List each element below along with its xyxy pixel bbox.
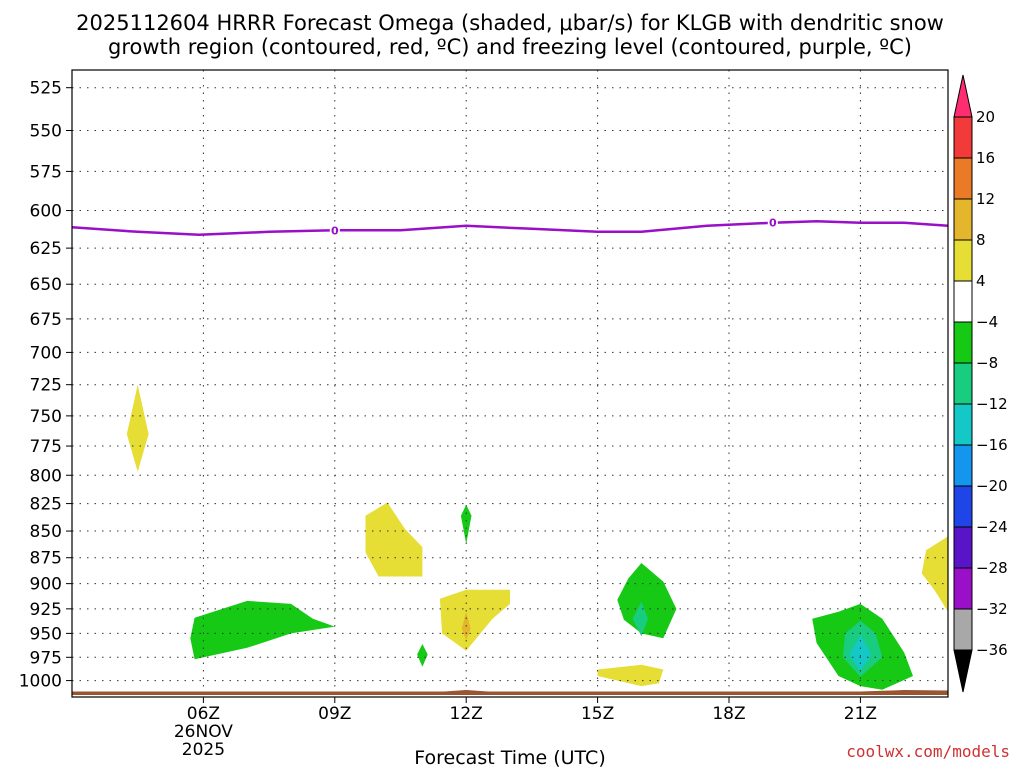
colorbar-bottom-arrow — [953, 649, 973, 693]
colorbar-bin-7 — [953, 362, 973, 405]
y-tick-label-775: 775 — [30, 437, 62, 457]
omega-region-10 — [617, 563, 677, 639]
omega-region-14 — [849, 635, 872, 672]
colorbar-bin-11 — [953, 526, 973, 569]
omega-region-1 — [126, 384, 149, 472]
colorbar-label-8: −12 — [976, 395, 1008, 413]
omega-region-4 — [597, 664, 664, 687]
y-tick-label-700: 700 — [30, 343, 62, 363]
freezing-level-label-1: 0 — [331, 224, 339, 237]
freezing-level-line — [71, 219, 949, 237]
colorbar-bin-8 — [953, 403, 973, 446]
colorbar-bin-5 — [953, 280, 973, 323]
colorbar-bin-4 — [953, 239, 973, 282]
colorbar-bin-12 — [953, 567, 973, 610]
colorbar-bin-3 — [953, 198, 973, 241]
colorbar-label-10: −20 — [976, 477, 1008, 495]
y-tick-label-825: 825 — [30, 495, 62, 515]
omega-region-12 — [632, 601, 648, 637]
colorbar-bin-9 — [953, 444, 973, 487]
colorbar-label-9: −16 — [976, 436, 1008, 454]
colorbar-label-1: 20 — [976, 108, 995, 126]
plot-frame — [71, 69, 949, 698]
x-axis-label: Forecast Time (UTC) — [414, 747, 605, 768]
y-tick-label-525: 525 — [30, 79, 62, 99]
colorbar-label-7: −8 — [976, 354, 998, 372]
y-tick-label-675: 675 — [30, 310, 62, 330]
colorbar-label-3: 12 — [976, 190, 995, 208]
colorbar-label-11: −24 — [976, 518, 1008, 536]
omega-region-9 — [417, 644, 428, 667]
freezing-label-bg-2 — [767, 215, 778, 230]
colorbar-top-arrow — [953, 74, 973, 118]
source-credit: coolwx.com/models — [846, 742, 1010, 761]
y-tick-label-850: 850 — [30, 522, 62, 542]
chart-title-line-2: growth region (contoured, red, ºC) and f… — [108, 35, 912, 59]
y-tick-label-975: 975 — [30, 648, 62, 668]
freezing-level-contour: 00 — [71, 215, 949, 238]
omega-colorbar: 20 16 12 8 4 −4 −8 −12 −16 −20 −24 −28 −32 −36 — [953, 74, 1008, 693]
colorbar-label-13: −32 — [976, 600, 1008, 618]
y-tick-label-600: 600 — [30, 202, 62, 222]
y-tick-label-725: 725 — [30, 376, 62, 396]
omega-region-8 — [460, 504, 472, 544]
x-tick-date: 26NOV — [174, 722, 233, 742]
omega-region-7 — [190, 600, 335, 660]
y-tick-label-900: 900 — [30, 575, 62, 595]
y-tick-label-750: 750 — [30, 407, 62, 427]
colorbar-bin-6 — [953, 321, 973, 364]
omega-region-3 — [439, 589, 510, 651]
colorbar-bin-13 — [953, 608, 973, 651]
terrain-fill — [72, 690, 948, 695]
x-tick-label-06Z: 06Z — [187, 704, 220, 724]
x-tick-label-18Z: 18Z — [712, 704, 745, 724]
x-tick-label-12Z: 12Z — [450, 704, 483, 724]
chart-title-line-1: 2025112604 HRRR Forecast Omega (shaded, … — [76, 11, 944, 35]
y-axis-pressure: 525 550 575 600 625 650 675 700 725 750 775 800 825 8… — [19, 79, 72, 692]
omega-region-5 — [921, 536, 948, 612]
terrain-layer — [72, 690, 948, 695]
y-tick-label-875: 875 — [30, 549, 62, 569]
y-tick-label-575: 575 — [30, 162, 62, 182]
colorbar-label-6: −4 — [976, 313, 998, 331]
colorbar-label-5: 4 — [976, 272, 986, 290]
colorbar-label-12: −28 — [976, 559, 1008, 577]
colorbar-bin-10 — [953, 485, 973, 528]
x-tick-year: 2025 — [182, 740, 225, 760]
plot-area: 00 — [71, 69, 949, 698]
freezing-level-label-2: 0 — [769, 217, 777, 230]
x-tick-label-15Z: 15Z — [581, 704, 614, 724]
x-tick-label-09Z: 09Z — [318, 704, 351, 724]
omega-shaded-regions — [126, 384, 948, 690]
y-tick-label-800: 800 — [30, 466, 62, 486]
colorbar-label-4: 8 — [976, 231, 986, 249]
colorbar-label-14: −36 — [976, 641, 1008, 659]
colorbar-label-2: 16 — [976, 149, 995, 167]
y-tick-label-650: 650 — [30, 275, 62, 295]
x-tick-label-21Z: 21Z — [844, 704, 877, 724]
omega-region-2 — [365, 502, 423, 577]
y-tick-label-925: 925 — [30, 600, 62, 620]
y-tick-label-950: 950 — [30, 624, 62, 644]
colorbar-bin-2 — [953, 157, 973, 200]
y-tick-label-1000: 1000 — [19, 672, 62, 692]
y-tick-label-550: 550 — [30, 121, 62, 141]
y-tick-label-625: 625 — [30, 239, 62, 259]
freezing-label-bg-1 — [329, 223, 340, 238]
colorbar-bin-1 — [953, 116, 973, 159]
